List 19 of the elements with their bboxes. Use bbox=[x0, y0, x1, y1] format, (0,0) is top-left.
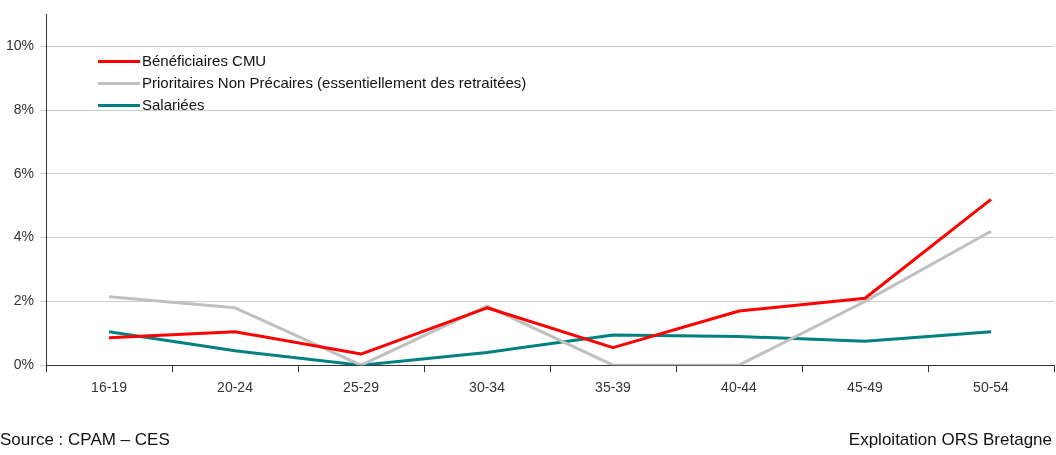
y-tick-label: 0% bbox=[13, 356, 35, 373]
x-tick-label: 30-34 bbox=[469, 379, 506, 396]
legend-label: Bénéficiaires CMU bbox=[142, 51, 267, 71]
y-tick-label: 6% bbox=[13, 164, 35, 181]
x-tick-label: 16-19 bbox=[91, 379, 128, 396]
legend-label: Salariées bbox=[142, 95, 205, 115]
text: Exploitation ORS Bretagne bbox=[848, 430, 1052, 450]
x-tick-label: 35-39 bbox=[595, 379, 632, 396]
y-tick-label: 8% bbox=[13, 100, 35, 117]
x-tick-label: 25-29 bbox=[343, 379, 380, 396]
x-tick-label: 50-54 bbox=[973, 379, 1010, 396]
y-tick-label: 2% bbox=[13, 292, 35, 309]
legend-label: Prioritaires Non Précaires (essentiellement des retraitées) bbox=[142, 73, 527, 93]
x-tick-label: 20-24 bbox=[217, 379, 254, 396]
x-tick-label: 40-44 bbox=[721, 379, 758, 396]
source-note: Source : CPAM – CES bbox=[0, 430, 170, 450]
y-tick-label: 10% bbox=[5, 37, 35, 54]
x-tick-label: 45-49 bbox=[847, 379, 884, 396]
y-tick-label: 4% bbox=[13, 228, 35, 245]
